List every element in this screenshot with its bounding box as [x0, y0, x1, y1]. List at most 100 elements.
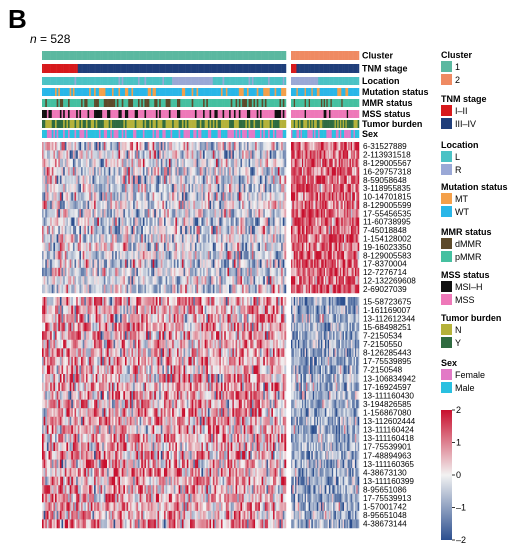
heatmap-cell: [337, 158, 339, 168]
annotation-cell: [212, 64, 215, 73]
heatmap-cell: [186, 142, 189, 151]
heatmap-cell: [344, 200, 346, 210]
heatmap-cell: [353, 200, 356, 210]
heatmap-cell: [312, 142, 315, 151]
annotation-cell: [220, 99, 223, 107]
annotation-cell: [242, 77, 244, 85]
heatmap-cell: [85, 200, 88, 210]
heatmap-cell: [316, 150, 319, 160]
annotation-cell: [100, 77, 103, 85]
annotation-cell: [295, 99, 297, 107]
heatmap-cell: [167, 142, 170, 151]
annotation-cell: [255, 51, 257, 60]
heatmap-cell: [157, 242, 160, 252]
heatmap-cell: [173, 251, 176, 260]
annotation-cell: [84, 64, 87, 73]
heatmap-cell: [261, 158, 264, 168]
heatmap-cell: [64, 183, 67, 193]
heatmap-cell: [308, 242, 311, 252]
heatmap-cell: [308, 158, 311, 168]
annotation-cell: [69, 120, 72, 128]
heatmap-cell: [147, 251, 150, 260]
heatmap-cell: [71, 217, 74, 227]
annotation-cell: [131, 110, 134, 118]
annotation-cell: [193, 130, 196, 138]
heatmap-cell: [90, 167, 93, 176]
heatmap-cell: [124, 276, 127, 285]
annotation-cell: [310, 64, 312, 73]
heatmap-cell: [180, 225, 183, 235]
heatmap-cell: [92, 209, 95, 218]
annotation-cell: [165, 120, 168, 128]
heatmap-cell: [55, 276, 57, 285]
heatmap-cell: [269, 200, 272, 210]
annotation-cell: [281, 77, 283, 85]
heatmap-cell: [245, 225, 248, 235]
heatmap-cell: [164, 234, 166, 243]
annotation-cell: [354, 130, 357, 138]
heatmap-cell: [281, 217, 283, 227]
heatmap-cell: [141, 167, 144, 176]
heatmap-cell: [229, 209, 231, 218]
heatmap-cell: [307, 200, 309, 210]
annotation-cell: [232, 77, 235, 85]
heatmap-cell: [85, 234, 88, 243]
annotation-cell: [320, 77, 323, 85]
heatmap-cell: [162, 267, 165, 277]
annotation-cell: [295, 88, 297, 96]
annotation-cell: [170, 110, 173, 118]
heatmap-cell: [334, 242, 337, 252]
annotation-cell: [250, 88, 253, 96]
heatmap-cell: [281, 251, 283, 260]
heatmap-cell: [87, 150, 90, 160]
heatmap-cell: [323, 267, 326, 277]
heatmap-cell: [154, 142, 157, 151]
heatmap-cell: [225, 142, 228, 151]
heatmap-cell: [98, 142, 101, 151]
annotation-cell: [352, 77, 354, 85]
heatmap-cell: [150, 183, 153, 193]
annotation-cell: [314, 120, 316, 128]
heatmap-cell: [274, 225, 277, 235]
heatmap-cell: [224, 234, 227, 243]
annotation-cell: [301, 110, 304, 118]
heatmap-cell: [301, 175, 304, 185]
heatmap-cell: [284, 267, 287, 277]
annotation-cell: [297, 110, 300, 118]
heatmap-cell: [198, 209, 201, 218]
heatmap-cell: [167, 175, 170, 185]
annotation-cell: [185, 99, 188, 107]
annotation-cell: [118, 130, 121, 138]
heatmap-cell: [97, 276, 100, 285]
annotation-cell: [322, 130, 324, 138]
heatmap-cell: [113, 251, 116, 260]
heatmap-cell: [98, 242, 101, 252]
heatmap-cell: [225, 267, 228, 277]
heatmap-cell: [45, 183, 48, 193]
heatmap-cell: [322, 150, 324, 160]
annotation-cell: [334, 77, 337, 85]
annotation-cell: [115, 88, 118, 96]
heatmap-cell: [124, 234, 127, 243]
heatmap-cell: [131, 276, 134, 285]
heatmap-cell: [180, 183, 183, 193]
heatmap-cell: [301, 234, 304, 243]
heatmap-cell: [92, 158, 95, 168]
annotation-cell: [222, 77, 225, 85]
heatmap-cell: [297, 209, 300, 218]
heatmap-cell: [314, 259, 316, 269]
heatmap-cell: [105, 225, 108, 235]
heatmap-cell: [178, 217, 181, 227]
annotation-cell: [250, 110, 253, 118]
annotation-cell: [82, 51, 85, 60]
heatmap-cell: [55, 158, 57, 168]
heatmap-cell: [312, 251, 315, 260]
heatmap-cell: [307, 167, 309, 176]
heatmap-cell: [229, 150, 231, 160]
heatmap-cell: [245, 234, 248, 243]
heatmap-cell: [120, 150, 122, 160]
heatmap-cell: [154, 192, 157, 201]
annotation-cell: [53, 51, 56, 60]
heatmap-cell: [337, 234, 339, 243]
heatmap-cell: [72, 209, 75, 218]
